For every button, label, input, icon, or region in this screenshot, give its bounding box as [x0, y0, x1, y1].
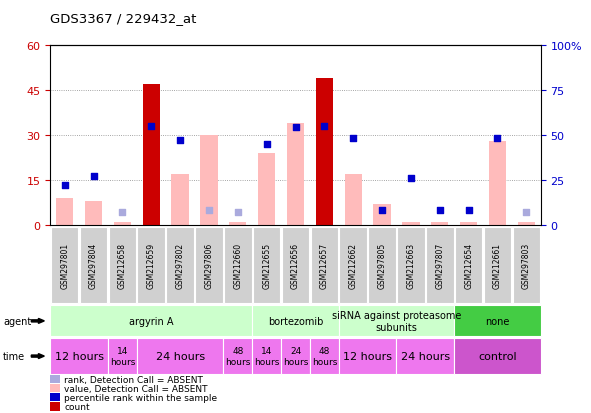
- Text: 12 hours: 12 hours: [343, 351, 392, 361]
- Bar: [374, 204, 391, 225]
- Text: GSM212655: GSM212655: [262, 242, 271, 288]
- Point: [349, 135, 358, 142]
- Text: 12 hours: 12 hours: [54, 351, 103, 361]
- Bar: [345, 174, 362, 225]
- Text: GSM212654: GSM212654: [464, 242, 473, 288]
- Text: 48
hours: 48 hours: [225, 347, 251, 366]
- Text: GSM212663: GSM212663: [407, 242, 415, 288]
- Point: [377, 207, 387, 214]
- Point: [262, 141, 271, 147]
- Text: agent: agent: [3, 316, 31, 326]
- Bar: [316, 78, 333, 225]
- Text: GSM212657: GSM212657: [320, 242, 329, 288]
- Point: [522, 209, 531, 216]
- Bar: [142, 84, 160, 225]
- Point: [291, 125, 300, 131]
- Text: GSM297802: GSM297802: [176, 242, 184, 288]
- Point: [435, 207, 444, 214]
- Text: 14
hours: 14 hours: [110, 347, 135, 366]
- Text: GSM297807: GSM297807: [436, 242, 444, 288]
- Point: [493, 135, 502, 142]
- Bar: [402, 222, 420, 225]
- Text: GSM212662: GSM212662: [349, 242, 358, 288]
- Text: GSM212659: GSM212659: [147, 242, 155, 288]
- Text: GSM297803: GSM297803: [522, 242, 531, 288]
- Text: 14
hours: 14 hours: [254, 347, 280, 366]
- Bar: [229, 222, 246, 225]
- Text: argyrin A: argyrin A: [129, 316, 174, 326]
- Text: GSM212661: GSM212661: [493, 242, 502, 288]
- Text: 48
hours: 48 hours: [311, 347, 337, 366]
- Text: GSM297801: GSM297801: [60, 242, 69, 288]
- Text: GSM297806: GSM297806: [204, 242, 213, 288]
- Bar: [113, 222, 131, 225]
- Point: [147, 123, 156, 130]
- Bar: [431, 222, 449, 225]
- Text: GSM212658: GSM212658: [118, 242, 127, 288]
- Point: [204, 207, 214, 214]
- Bar: [287, 123, 304, 225]
- Bar: [489, 141, 506, 225]
- Text: value, Detection Call = ABSENT: value, Detection Call = ABSENT: [64, 384, 208, 393]
- Text: percentile rank within the sample: percentile rank within the sample: [64, 393, 217, 402]
- Text: GSM212660: GSM212660: [233, 242, 242, 288]
- Bar: [460, 222, 478, 225]
- Point: [118, 209, 127, 216]
- Text: GDS3367 / 229432_at: GDS3367 / 229432_at: [50, 12, 197, 25]
- Text: control: control: [478, 351, 517, 361]
- Text: 24
hours: 24 hours: [283, 347, 308, 366]
- Text: count: count: [64, 402, 90, 411]
- Text: none: none: [485, 316, 509, 326]
- Point: [60, 182, 69, 189]
- Bar: [56, 198, 73, 225]
- Bar: [85, 201, 102, 225]
- Point: [320, 123, 329, 130]
- Point: [406, 175, 415, 182]
- Text: bortezomib: bortezomib: [268, 316, 323, 326]
- Text: 24 hours: 24 hours: [155, 351, 204, 361]
- Text: 24 hours: 24 hours: [401, 351, 450, 361]
- Bar: [518, 222, 535, 225]
- Point: [233, 209, 242, 216]
- Text: GSM212656: GSM212656: [291, 242, 300, 288]
- Bar: [200, 135, 217, 225]
- Text: siRNA against proteasome
subunits: siRNA against proteasome subunits: [332, 310, 461, 332]
- Bar: [258, 153, 275, 225]
- Text: time: time: [3, 351, 25, 361]
- Text: GSM297804: GSM297804: [89, 242, 98, 288]
- Bar: [171, 174, 189, 225]
- Point: [464, 207, 473, 214]
- Point: [89, 173, 98, 180]
- Text: rank, Detection Call = ABSENT: rank, Detection Call = ABSENT: [64, 375, 203, 384]
- Text: GSM297805: GSM297805: [378, 242, 387, 288]
- Point: [176, 138, 185, 144]
